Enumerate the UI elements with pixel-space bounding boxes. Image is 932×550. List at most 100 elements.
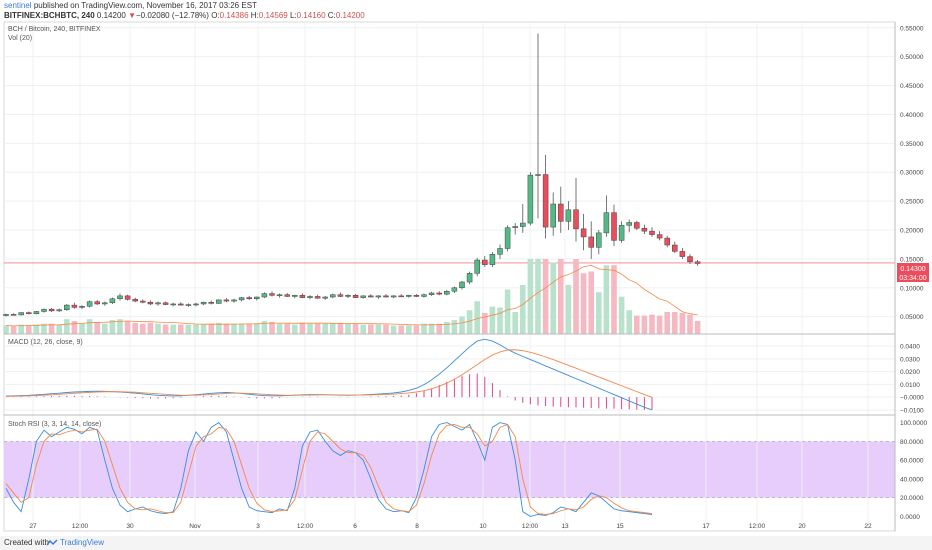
- volume-ma-line: [5, 264, 698, 327]
- author-link[interactable]: sentinel: [4, 1, 32, 10]
- candle-body: [94, 301, 100, 305]
- time-tick-label: 27: [29, 523, 37, 530]
- candle-body: [482, 259, 488, 265]
- candles[interactable]: [3, 33, 701, 317]
- candle-body: [109, 298, 116, 304]
- close-value: 0.14200: [335, 11, 365, 20]
- volume-bar: [611, 265, 617, 334]
- volume-bar: [337, 322, 344, 334]
- volume-bar: [200, 324, 207, 334]
- candle-body: [178, 303, 184, 306]
- stoch-rsi-tick-label: 80.0000: [900, 439, 924, 446]
- volume-bar: [489, 306, 496, 334]
- candle-body: [56, 309, 62, 312]
- volume-bar: [656, 315, 663, 334]
- tradingview-brand[interactable]: TradingView: [60, 538, 105, 547]
- macd-tick-label: 0.0200: [900, 369, 920, 376]
- low-label: L:: [289, 11, 297, 20]
- symbol-name: BITFINEX:BCHBTC, 240: [4, 11, 95, 20]
- candle-body: [542, 174, 549, 228]
- volume-bar: [550, 262, 556, 334]
- volume-bar: [140, 323, 146, 334]
- candle-body: [322, 296, 328, 299]
- volume-bar: [33, 324, 40, 334]
- stoch-rsi-title: Stoch RSI (3, 3, 14, 14, close): [8, 421, 101, 428]
- volume-bar: [231, 323, 237, 334]
- candle-body: [527, 174, 534, 224]
- volume-bar: [421, 323, 427, 334]
- candle-body: [664, 237, 670, 246]
- candle-body: [497, 248, 503, 255]
- candle-body: [3, 314, 9, 316]
- volume-bar: [299, 322, 306, 334]
- countdown-tag-text: 03:34:00: [899, 275, 926, 282]
- candle-body: [679, 251, 686, 257]
- price-tick-label: 0.25000: [900, 199, 924, 206]
- time-tick-label: 12:00: [297, 523, 314, 530]
- candle-body: [299, 295, 306, 298]
- candle-body: [634, 222, 640, 229]
- volume-bar: [269, 321, 275, 334]
- volume-bar: [56, 324, 62, 334]
- candle-body: [459, 281, 465, 289]
- candle-body: [489, 254, 496, 265]
- volume-bar: [527, 259, 534, 334]
- price-tick-label: 0.40000: [900, 112, 924, 119]
- volume-bar: [466, 310, 473, 334]
- candle-body: [436, 292, 442, 295]
- candle-body: [360, 295, 366, 298]
- volume-bar: [512, 312, 518, 334]
- time-tick-label: 12:00: [72, 523, 89, 530]
- volume-bar: [428, 323, 435, 334]
- candle-body: [383, 295, 389, 298]
- volume-bar: [170, 324, 176, 334]
- stoch-rsi-tick-label: 60.0000: [900, 458, 924, 465]
- volume-bar: [284, 323, 290, 334]
- candle-body: [656, 234, 663, 239]
- volume-bar: [162, 324, 169, 334]
- chart-svg[interactable]: 0.55000 0.50000 0.45000 0.40000 0.35000 0.300…: [0, 0, 932, 536]
- candle-body: [466, 273, 473, 283]
- candle-body: [337, 294, 344, 297]
- volume-title: Vol (20): [8, 35, 32, 42]
- volume-bar: [314, 323, 321, 334]
- candle-body: [330, 294, 336, 298]
- down-arrow-icon: ▼: [128, 11, 136, 20]
- tradingview-logo-icon: [46, 539, 58, 546]
- time-tick-label: 22: [864, 523, 872, 530]
- volume-bar: [641, 315, 648, 334]
- volume-bar: [618, 296, 625, 334]
- volume-bar: [185, 324, 192, 334]
- axis-labels: 0.55000 0.50000 0.45000 0.40000 0.35000 0.300…: [29, 25, 927, 530]
- volume-bar: [193, 324, 199, 334]
- volume-bar: [10, 326, 17, 334]
- volume-bar: [558, 259, 564, 334]
- price-tick-label: 0.35000: [900, 141, 924, 148]
- volume-bar: [573, 259, 579, 334]
- candle-body: [444, 290, 450, 295]
- macd-tick-label: 0.0400: [900, 344, 920, 351]
- volume-bar: [254, 323, 260, 334]
- grid-lines: [4, 22, 895, 531]
- volume-bar: [565, 285, 572, 334]
- volume-bar: [79, 323, 85, 334]
- time-tick-label: 20: [798, 523, 806, 530]
- candle-body: [41, 308, 47, 312]
- candle-body: [124, 295, 131, 300]
- volume-bar: [147, 322, 154, 334]
- volume-bar: [124, 321, 131, 334]
- volume-bar: [413, 325, 420, 334]
- price-tick-label: 0.10000: [900, 285, 924, 292]
- candle-body: [352, 295, 359, 298]
- volume-bar: [588, 271, 594, 334]
- candle-body: [231, 299, 237, 302]
- volume-bar: [694, 321, 701, 334]
- candle-body: [216, 299, 222, 304]
- price-tick-label: 0.30000: [900, 170, 924, 177]
- last-price: 0.14200: [96, 11, 126, 20]
- volume-bar: [375, 324, 382, 334]
- volume-bar: [444, 321, 450, 334]
- volume-bar: [41, 323, 47, 334]
- countdown-tag: [897, 273, 929, 282]
